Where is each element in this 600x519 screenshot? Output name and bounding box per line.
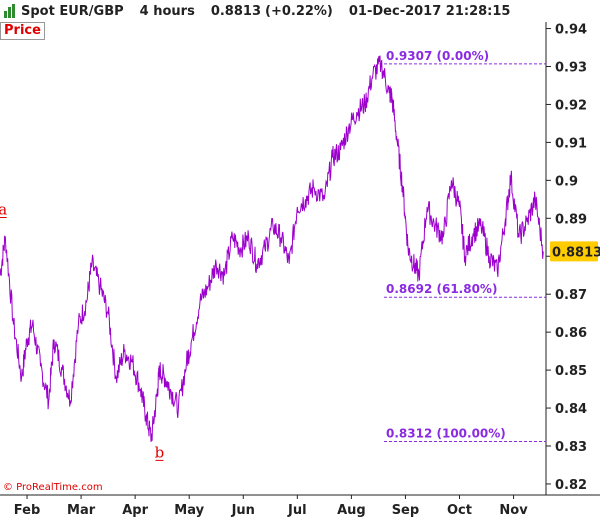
y-tick-label: 0.84 — [555, 402, 587, 417]
timeframe: 4 hours — [139, 3, 195, 19]
x-axis: Feb Mar Apr May Jun Jul Aug Sep Oct Nov — [14, 495, 528, 518]
y-tick-label: 0.82 — [555, 478, 587, 493]
x-tick-label: Nov — [499, 503, 528, 518]
y-tick-label: 0.91 — [555, 136, 587, 151]
x-tick-label: Mar — [67, 503, 96, 518]
y-tick-label: 0.86 — [555, 326, 587, 341]
y-tick-label: 0.92 — [555, 98, 587, 113]
x-tick-label: Aug — [337, 503, 366, 518]
fib-level-label: 0.9307 (0.00%) — [386, 49, 489, 63]
y-tick-label: 0.85 — [555, 364, 587, 379]
timestamp: 01-Dec-2017 21:28:15 — [348, 3, 511, 19]
y-axis: 0.82 0.83 0.84 0.85 0.86 0.87 0.89 0.9 0.91 0.92 0… — [546, 23, 587, 493]
price-change: (+0.22%) — [265, 3, 333, 19]
instrument-name: Spot EUR/GBP — [21, 3, 124, 19]
x-tick-label: Oct — [447, 503, 472, 518]
wave-labels: ab — [0, 201, 165, 461]
wave-label: b — [155, 443, 165, 461]
x-tick-label: Jul — [287, 503, 307, 518]
y-tick-label: 0.94 — [555, 23, 587, 38]
x-tick-label: Sep — [392, 503, 420, 518]
current-price-label: 0.8813 — [552, 245, 600, 260]
y-tick-label: 0.83 — [555, 440, 587, 455]
y-tick-label: 0.87 — [555, 288, 587, 303]
x-tick-label: Feb — [14, 503, 40, 518]
y-tick-label: 0.89 — [555, 212, 587, 227]
fibonacci-levels: 0.9307 (0.00%) 0.8692 (61.80%) 0.8312 (100… — [384, 49, 546, 442]
copyright-text: © ProRealTime.com — [3, 482, 103, 493]
chart-header: Spot EUR/GBP 4 hours 0.8813 (+0.22%) 01-… — [0, 0, 600, 22]
y-tick-label: 0.93 — [555, 61, 587, 76]
y-tick-label: 0.9 — [555, 174, 578, 189]
fib-level-label: 0.8312 (100.00%) — [386, 426, 506, 440]
wave-label: a — [0, 201, 7, 219]
last-price: 0.8813 — [210, 3, 261, 19]
price-panel-label[interactable]: Price — [0, 22, 45, 40]
x-tick-label: Apr — [122, 503, 148, 518]
price-series-line — [0, 55, 544, 442]
x-tick-label: May — [174, 503, 204, 518]
fib-level-label: 0.8692 (61.80%) — [386, 282, 497, 296]
x-tick-label: Jun — [231, 503, 255, 518]
bar-chart-icon — [4, 4, 15, 18]
axes-frame — [0, 22, 600, 496]
current-price-marker: 0.8813 — [550, 241, 600, 262]
